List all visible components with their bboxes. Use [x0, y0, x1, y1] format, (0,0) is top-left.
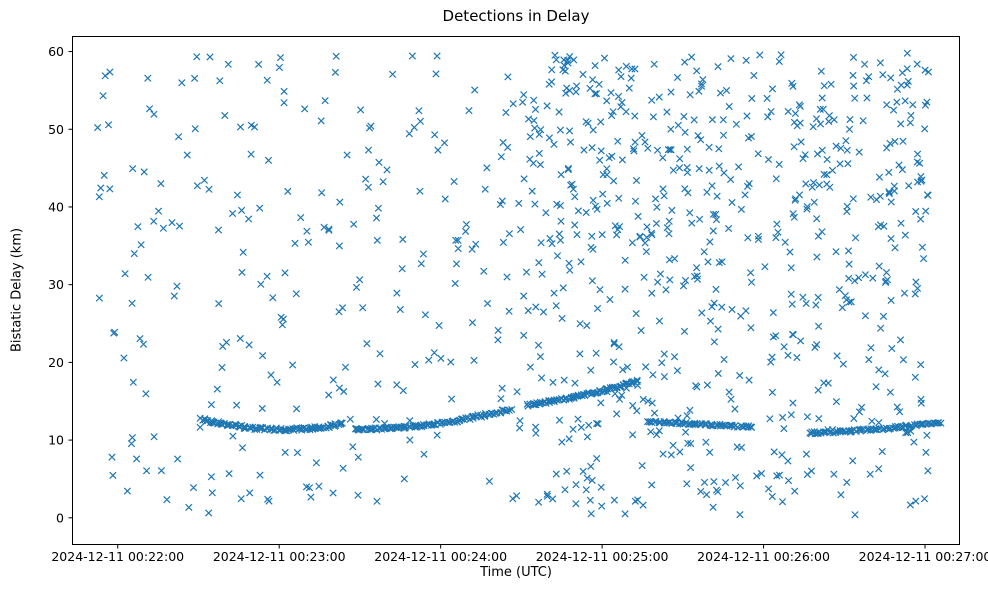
- x-tick-label: 2024-12-11 00:22:00: [51, 549, 184, 564]
- y-tick-label: 10: [48, 433, 64, 448]
- x-tick-label: 2024-12-11 00:25:00: [536, 549, 669, 564]
- x-tick-label: 2024-12-11 00:24:00: [374, 549, 507, 564]
- x-tick-label: 2024-12-11 00:23:00: [213, 549, 346, 564]
- y-tick-label: 40: [48, 199, 64, 214]
- x-tick-label: 2024-12-11 00:27:00: [859, 549, 988, 564]
- y-tick-label: 60: [48, 44, 64, 59]
- y-tick-label: 50: [48, 122, 64, 137]
- y-tick-label: 0: [56, 510, 64, 525]
- x-axis-label: Time (UTC): [480, 565, 552, 580]
- chart-title: Detections in Delay: [442, 7, 590, 25]
- axes-spine: [72, 36, 960, 545]
- y-axis-label: Bistatic Delay (km): [9, 227, 25, 353]
- x-tick-label: 2024-12-11 00:26:00: [697, 549, 830, 564]
- y-tick-label: 20: [48, 355, 64, 370]
- scatter-markers: [93, 49, 945, 519]
- y-tick-label: 30: [48, 277, 64, 292]
